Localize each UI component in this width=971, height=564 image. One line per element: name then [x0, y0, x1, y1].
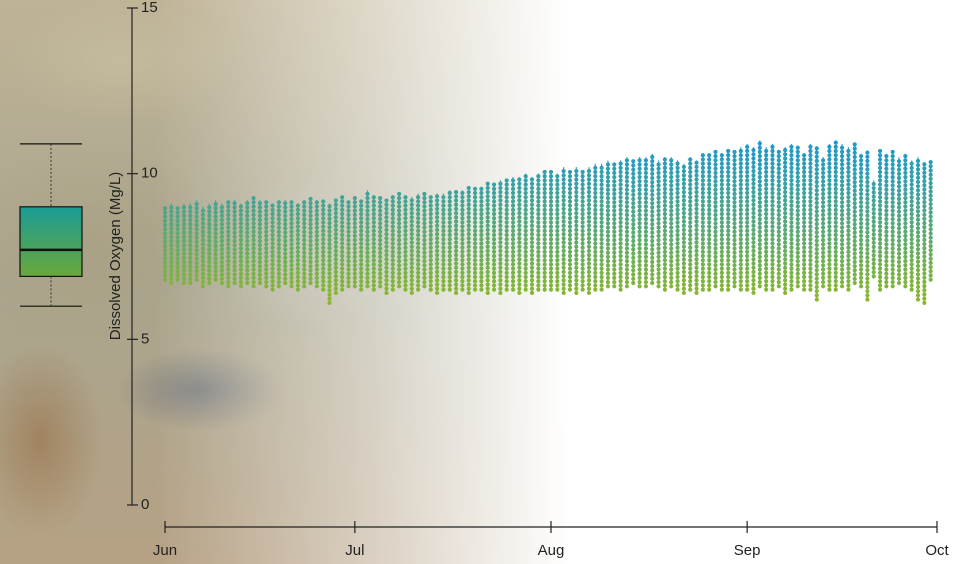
- y-tick-label: 10: [141, 165, 158, 182]
- x-tick-label: Jun: [153, 542, 177, 559]
- x-tick-label: Aug: [538, 542, 565, 559]
- x-tick-label: Oct: [925, 542, 949, 559]
- x-tick-label: Jul: [345, 542, 364, 559]
- y-tick-label: 0: [141, 496, 149, 513]
- y-tick-label: 15: [141, 0, 158, 16]
- x-tick-label: Sep: [734, 542, 761, 559]
- page: Dissolved Oxygen (Mg/L) 0 5 10 15 Jun Jul Aug S…: [0, 0, 971, 564]
- chart: Dissolved Oxygen (Mg/L) 0 5 10 15 Jun Jul Aug S…: [0, 0, 971, 564]
- box: [20, 207, 82, 277]
- y-tick-label: 5: [141, 330, 149, 347]
- y-axis-label: Dissolved Oxygen (Mg/L): [107, 172, 124, 340]
